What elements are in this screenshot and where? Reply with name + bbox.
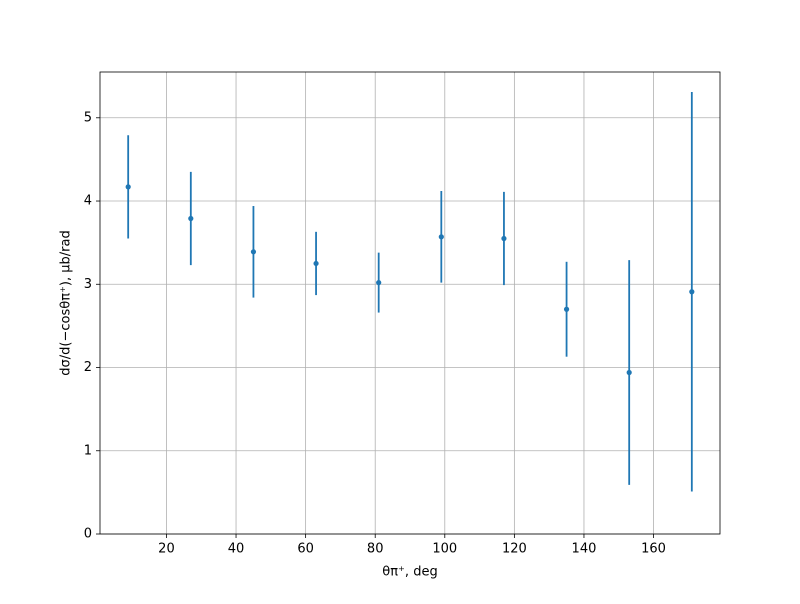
- y-axis-label: dσ/d(−cosθπ⁺), μb/rad: [59, 230, 74, 375]
- y-tick-label: 4: [84, 194, 92, 209]
- x-tick-label: 80: [367, 542, 384, 557]
- y-tick-label: 1: [84, 443, 92, 458]
- y-tick-label: 5: [84, 110, 92, 125]
- grid-layer: [100, 72, 720, 535]
- mark-layer: [125, 91, 695, 492]
- x-tick-label: 120: [502, 542, 527, 557]
- x-tick-label: 60: [297, 542, 314, 557]
- y-tick-label: 3: [84, 277, 92, 292]
- data-point: [438, 234, 444, 240]
- axes-frame: [99, 71, 721, 535]
- x-tick-label: 140: [572, 542, 597, 557]
- x-tick-label: 160: [641, 542, 666, 557]
- data-point: [563, 306, 570, 312]
- y-tick-label: 0: [84, 527, 92, 542]
- x-tick-label: 40: [228, 542, 245, 557]
- data-point: [689, 289, 695, 295]
- data-point: [626, 369, 632, 376]
- x-axis-label: θπ⁺, deg: [382, 565, 437, 580]
- data-point: [125, 184, 131, 190]
- data-point: [313, 260, 319, 267]
- data-point: [376, 280, 382, 286]
- data-point: [501, 235, 507, 242]
- data-point: [188, 215, 194, 222]
- y-tick-label: 2: [84, 360, 92, 375]
- x-tick-label: 20: [158, 542, 175, 557]
- data-point: [250, 249, 257, 255]
- x-tick-label: 100: [432, 542, 457, 557]
